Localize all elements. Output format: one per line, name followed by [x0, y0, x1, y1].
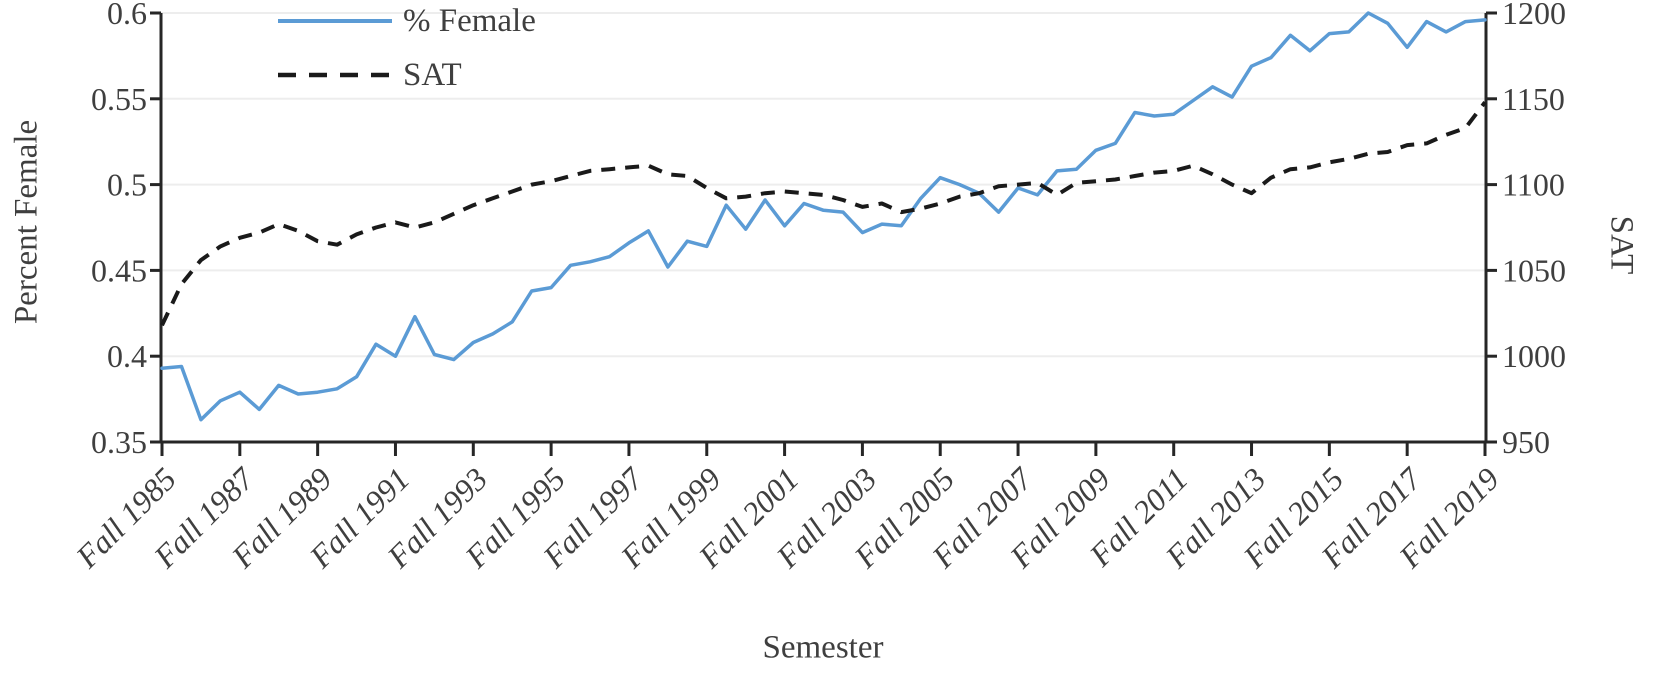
left-axis-tick-label: 0.45 [91, 252, 147, 288]
chart-legend: % Female SAT [278, 0, 536, 102]
left-axis-tick-label: 0.6 [107, 0, 147, 31]
right-axis-tick-label: 1000 [1502, 338, 1566, 374]
right-axis-tick-label: 1200 [1502, 0, 1566, 31]
right-axis-tick-label: 1150 [1502, 81, 1565, 117]
left-axis-tick-label: 0.35 [91, 424, 147, 460]
left-axis-tick-label: 0.55 [91, 81, 147, 117]
series-line-sat [160, 100, 1487, 327]
right-axis-tick-label: 1050 [1502, 252, 1566, 288]
legend-entry-sat: SAT [278, 48, 536, 102]
percent-female-line-sample-icon [278, 16, 392, 26]
right-axis-tick-label: 1100 [1502, 167, 1565, 203]
legend-label-sat: SAT [403, 56, 462, 93]
sat-dashed-line-sample-icon [278, 70, 392, 80]
left-axis-title: Percent Female [8, 119, 45, 325]
left-axis-tick-label: 0.5 [107, 167, 147, 203]
right-axis-tick-label: 950 [1502, 424, 1550, 460]
legend-entry-percent-female: % Female [278, 0, 536, 48]
right-axis-title: SAT [1603, 215, 1640, 275]
left-axis-tick-label: 0.4 [107, 338, 147, 374]
x-axis-title: Semester [762, 629, 884, 666]
legend-label-percent-female: % Female [403, 2, 536, 39]
series-line-female [160, 11, 1487, 422]
